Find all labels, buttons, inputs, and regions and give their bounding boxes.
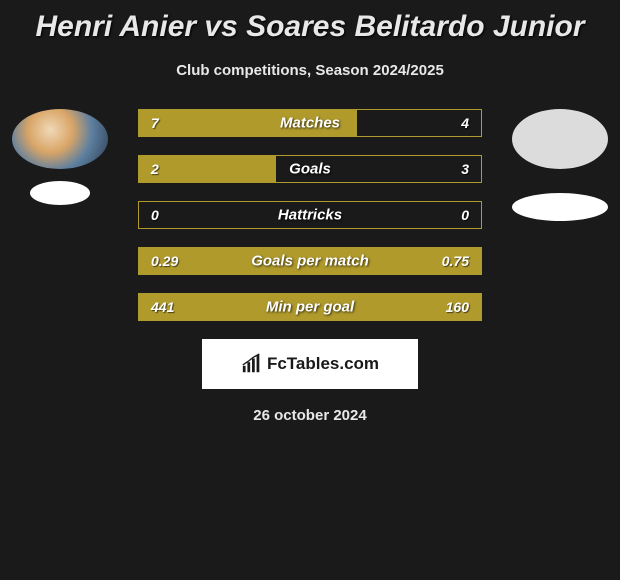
stat-left-value: 0 bbox=[151, 207, 159, 223]
stat-left-value: 7 bbox=[151, 115, 159, 131]
logo-text: FcTables.com bbox=[267, 354, 379, 374]
stat-row: 2 3 Goals bbox=[138, 155, 482, 183]
player-right-flag bbox=[512, 193, 608, 221]
stat-label: Goals per match bbox=[251, 253, 369, 270]
date-text: 26 october 2024 bbox=[0, 407, 620, 424]
stat-right-value: 4 bbox=[461, 115, 469, 131]
stat-left-value: 2 bbox=[151, 161, 159, 177]
subtitle: Club competitions, Season 2024/2025 bbox=[0, 44, 620, 79]
stat-row: 7 4 Matches bbox=[138, 109, 482, 137]
stats-bars: 7 4 Matches 2 3 Goals 0 0 Hattricks 0.29 0.75 Goals… bbox=[138, 109, 482, 321]
player-right-column bbox=[500, 109, 620, 221]
stat-right-value: 0 bbox=[461, 207, 469, 223]
chart-icon bbox=[241, 353, 263, 375]
stat-label: Goals bbox=[289, 161, 331, 178]
stat-left-value: 0.29 bbox=[151, 253, 178, 269]
player-right-avatar bbox=[512, 109, 608, 169]
player-left-avatar bbox=[12, 109, 108, 169]
stat-right-value: 0.75 bbox=[442, 253, 469, 269]
comparison-content: 7 4 Matches 2 3 Goals 0 0 Hattricks 0.29 0.75 Goals… bbox=[0, 109, 620, 321]
stat-left-value: 441 bbox=[151, 299, 174, 315]
stat-row: 0 0 Hattricks bbox=[138, 201, 482, 229]
stat-right-value: 160 bbox=[446, 299, 469, 315]
stat-label: Hattricks bbox=[278, 207, 342, 224]
stat-label: Matches bbox=[280, 115, 340, 132]
stat-row: 0.29 0.75 Goals per match bbox=[138, 247, 482, 275]
page-title: Henri Anier vs Soares Belitardo Junior bbox=[0, 0, 620, 44]
stat-row: 441 160 Min per goal bbox=[138, 293, 482, 321]
stat-label: Min per goal bbox=[266, 299, 354, 316]
logo-box: FcTables.com bbox=[202, 339, 418, 389]
player-left-column bbox=[0, 109, 120, 205]
player-left-flag bbox=[30, 181, 90, 205]
bar-fill-left bbox=[139, 156, 276, 182]
stat-right-value: 3 bbox=[461, 161, 469, 177]
